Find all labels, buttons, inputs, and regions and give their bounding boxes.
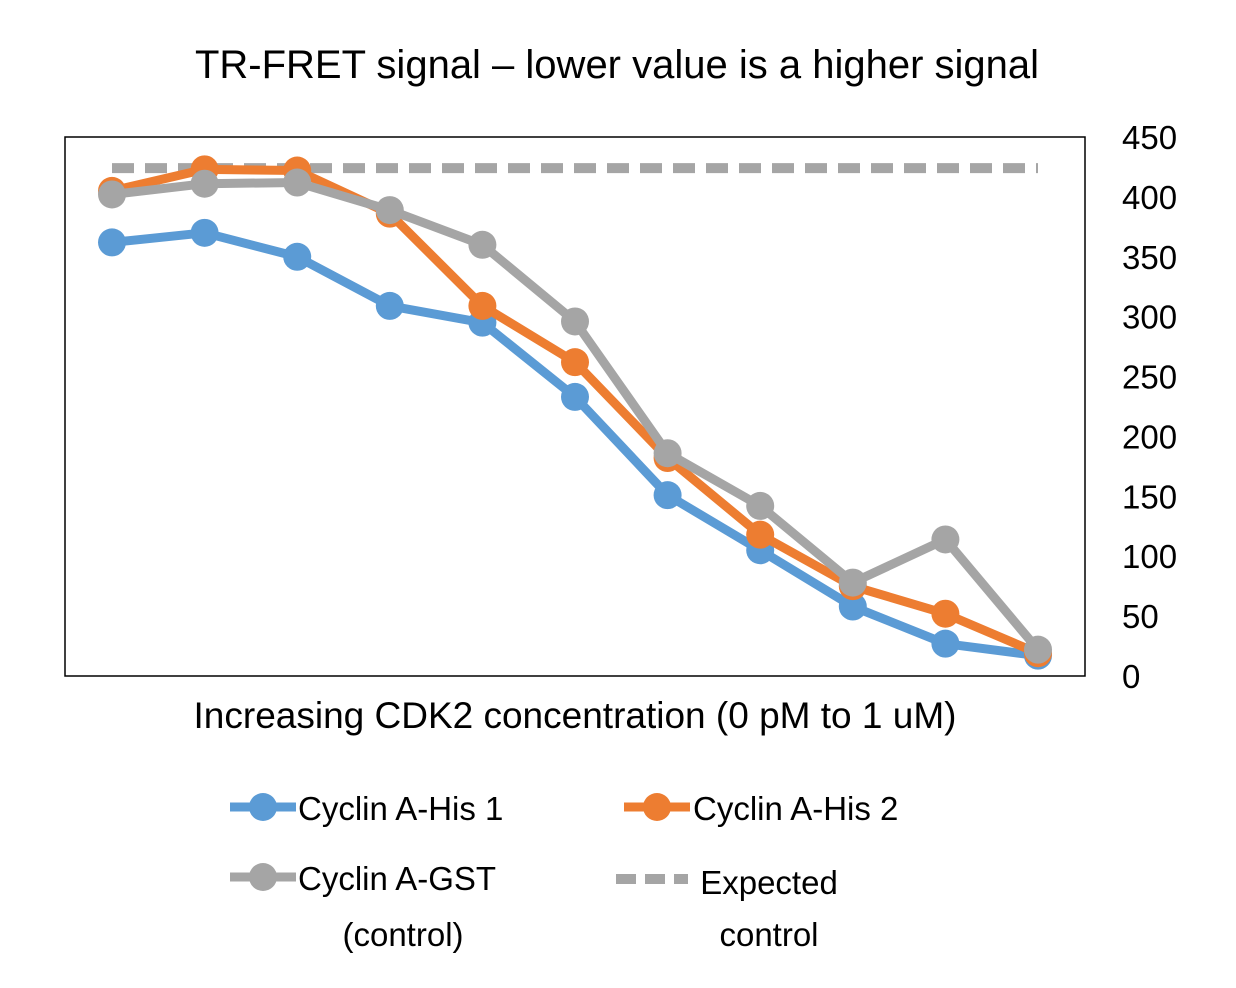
- y-tick-label: 400: [1122, 179, 1177, 216]
- data-point: [838, 568, 867, 597]
- data-point: [931, 525, 960, 554]
- data-point: [746, 491, 775, 520]
- series-cyclin-a-gst-control: [98, 168, 1052, 664]
- legend-swatch-marker: [249, 793, 277, 821]
- legend-swatch-marker: [249, 863, 277, 891]
- data-point: [931, 629, 960, 658]
- data-point: [190, 169, 219, 198]
- legend-item-expected-control[interactable]: Expected control: [616, 864, 838, 953]
- data-point: [98, 180, 126, 209]
- data-point: [561, 348, 589, 377]
- data-point: [653, 439, 682, 468]
- legend-label: Cyclin A-His 2: [693, 790, 898, 827]
- legend-label: Cyclin A-GST: [298, 860, 496, 897]
- data-point: [931, 599, 960, 628]
- y-tick-label: 450: [1122, 119, 1177, 156]
- y-tick-label: 250: [1122, 359, 1177, 396]
- data-point: [375, 196, 404, 225]
- data-point: [561, 382, 589, 411]
- y-tick-label: 300: [1122, 299, 1177, 336]
- data-point: [746, 520, 775, 549]
- y-axis-ticks: 0 50 100 150 200 250 300 350 400 450: [1122, 119, 1177, 695]
- y-tick-label: 50: [1122, 598, 1159, 635]
- data-point: [468, 230, 497, 259]
- y-tick-label: 350: [1122, 239, 1177, 276]
- series-layer: [98, 155, 1052, 670]
- data-point: [190, 218, 219, 247]
- data-point: [375, 291, 404, 320]
- legend: Cyclin A-His 1 Cyclin A-His 2 Cyclin A-G…: [230, 790, 898, 953]
- legend-label: Cyclin A-His 1: [298, 790, 503, 827]
- legend-label-line2: (control): [342, 916, 463, 953]
- legend-label: Expected: [700, 864, 838, 901]
- legend-item-cyclin-a-his-1[interactable]: Cyclin A-His 1: [230, 790, 503, 827]
- data-point: [468, 291, 497, 320]
- y-tick-label: 150: [1122, 478, 1177, 515]
- x-axis-label: Increasing CDK2 concentration (0 pM to 1…: [194, 695, 957, 736]
- data-point: [283, 168, 312, 197]
- y-tick-label: 200: [1122, 418, 1177, 455]
- data-point: [283, 242, 312, 271]
- legend-swatch-marker: [643, 793, 671, 821]
- chart-title: TR-FRET signal – lower value is a higher…: [195, 43, 1039, 87]
- y-tick-label: 100: [1122, 538, 1177, 575]
- legend-item-cyclin-a-gst[interactable]: Cyclin A-GST (control): [230, 860, 496, 953]
- data-point: [98, 228, 126, 257]
- y-tick-label: 0: [1122, 658, 1140, 695]
- legend-label-line2: control: [719, 916, 818, 953]
- data-point: [1024, 635, 1052, 664]
- legend-item-cyclin-a-his-2[interactable]: Cyclin A-His 2: [624, 790, 898, 827]
- data-point: [838, 592, 867, 621]
- data-point: [561, 307, 589, 336]
- data-point: [653, 481, 682, 510]
